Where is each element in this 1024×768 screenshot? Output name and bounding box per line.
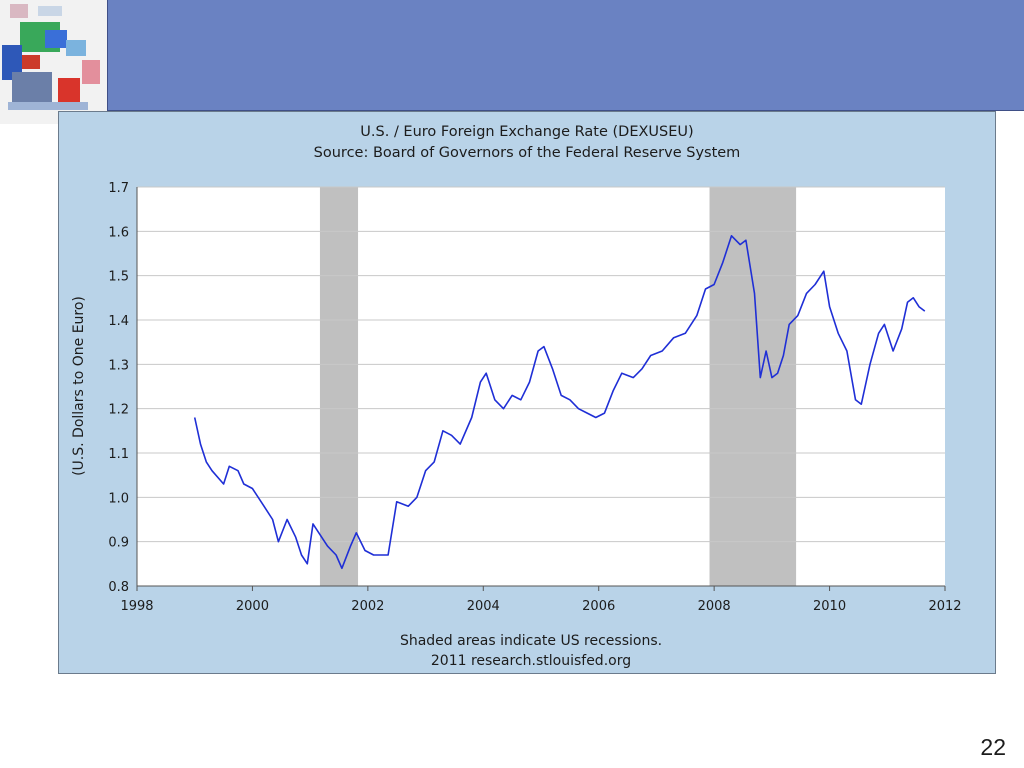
y-tick-label: 1.3 <box>108 358 129 373</box>
x-tick-labels: 1998 2000 2002 2004 2006 2008 2010 2012 <box>120 599 961 614</box>
source-credit: 2011 research.stlouisfed.org <box>431 653 631 669</box>
y-tick-label: 0.9 <box>108 536 129 551</box>
x-tick-label: 2002 <box>351 599 384 614</box>
recession-note: Shaded areas indicate US recessions. <box>400 633 662 649</box>
axes <box>136 187 946 591</box>
series-line-0 <box>193 235 926 570</box>
x-tick-label: 2008 <box>698 599 731 614</box>
chart-title: U.S. / Euro Foreign Exchange Rate (DEXUS… <box>360 124 693 140</box>
y-tick-label: 1.0 <box>108 491 129 506</box>
y-tick-label: 1.1 <box>108 447 129 462</box>
x-tick-label: 1998 <box>120 599 153 614</box>
x-tick-label: 2000 <box>236 599 269 614</box>
y-tick-label: 1.2 <box>108 403 129 418</box>
chart-subtitle: Source: Board of Governors of the Federa… <box>314 145 741 161</box>
recession-band-0 <box>319 187 359 586</box>
y-tick-label: 1.7 <box>108 181 129 196</box>
x-tick-label: 2004 <box>467 599 500 614</box>
y-tick-label: 1.4 <box>108 314 129 329</box>
y-tick-label: 1.5 <box>108 270 129 285</box>
x-tick-label: 2006 <box>582 599 615 614</box>
x-tick-label: 2012 <box>928 599 961 614</box>
y-tick-label: 0.8 <box>108 580 129 595</box>
recession-band-1 <box>709 187 797 586</box>
y-tick-labels: 0.8 0.9 1.0 1.1 1.2 1.3 1.4 1.5 1.6 1.7 <box>108 181 129 595</box>
page-number: 22 <box>980 734 1006 760</box>
x-tick-label: 2010 <box>813 599 846 614</box>
chart-panel: U.S. / Euro Foreign Exchange Rate (DEXUS… <box>58 111 996 674</box>
line-chart: U.S. / Euro Foreign Exchange Rate (DEXUS… <box>71 124 962 669</box>
slide-header-band <box>107 0 1024 111</box>
recession-shading <box>319 187 797 586</box>
y-axis-label: (U.S. Dollars to One Euro) <box>71 296 87 476</box>
series-layer <box>193 235 926 570</box>
y-tick-label: 1.6 <box>108 225 129 240</box>
plot-area <box>137 187 945 586</box>
corner-logo-image <box>0 0 107 124</box>
